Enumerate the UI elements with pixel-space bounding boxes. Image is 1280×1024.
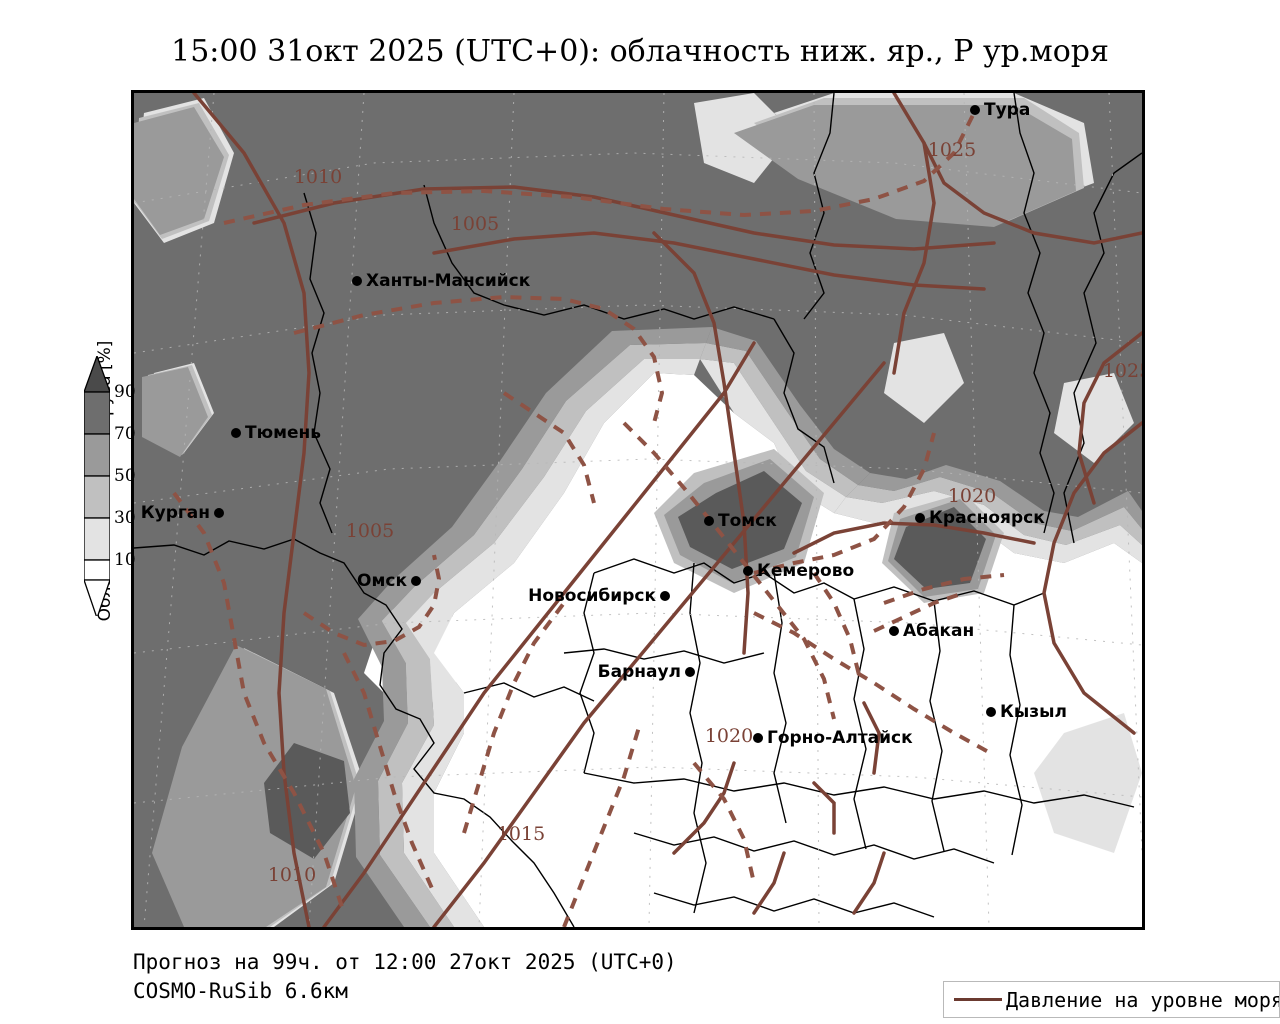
city-marker[interactable]: Кемерово: [743, 561, 854, 581]
city-dot: [915, 513, 925, 523]
city-label: Ханты-Мансийск: [366, 271, 531, 291]
colorbar-tick-30: 30: [114, 508, 136, 528]
colorbar-ticks: 90 70 50 30 10: [114, 356, 154, 616]
city-marker[interactable]: Тюмень: [231, 423, 321, 443]
city-label: Тура: [984, 100, 1030, 120]
city-label: Барнаул: [598, 662, 681, 682]
isobar-label: 1025: [1103, 360, 1142, 382]
city-marker[interactable]: Тура: [970, 100, 1030, 120]
city-label: Новосибирск: [528, 586, 656, 606]
city-dot: [660, 591, 670, 601]
city-dot: [685, 667, 695, 677]
colorbar-tick-70: 70: [114, 424, 136, 444]
city-label: Тюмень: [245, 423, 321, 443]
pressure-legend-label: Давление на уровне моря: [1006, 987, 1280, 1012]
isobar-label: 1010: [294, 166, 342, 188]
city-marker[interactable]: Барнаул: [598, 662, 695, 682]
isobar-label: 1020: [705, 725, 753, 747]
pressure-line-swatch: [954, 998, 1002, 1001]
page-title: 15:00 31окт 2025 (UTC+0): облачность ниж…: [171, 34, 1109, 69]
colorbar-tick-10: 10: [114, 550, 136, 570]
city-dot: [704, 516, 714, 526]
city-dot: [214, 508, 224, 518]
isobar-label: 1005: [346, 520, 394, 542]
city-marker[interactable]: Томск: [704, 511, 777, 531]
pressure-legend: Давление на уровне моря: [943, 981, 1280, 1018]
colorbar-bar: [84, 356, 110, 616]
colorbar-tick-50: 50: [114, 466, 136, 486]
weather-map[interactable]: 1010 1005 1025 1025 1020 1005 1020 1015 1010 Тур…: [131, 90, 1145, 930]
city-dot: [753, 733, 763, 743]
city-dot: [743, 566, 753, 576]
isobar-label: 1025: [928, 139, 976, 161]
city-dot: [889, 626, 899, 636]
forecast-info: Прогноз на 99ч. от 12:00 27окт 2025 (UTC…: [133, 948, 677, 1006]
city-marker[interactable]: Красноярск: [915, 508, 1045, 528]
isobar-label: 1010: [268, 864, 316, 886]
city-marker[interactable]: Горно-Алтайск: [753, 728, 913, 748]
isobar-label: 1020: [948, 485, 996, 507]
city-dot: [352, 276, 362, 286]
colorbar: Облачность нижнего яруса [%] 90 70 50 30…: [46, 341, 136, 676]
city-marker[interactable]: Кызыл: [986, 702, 1067, 722]
isobar-label: 1005: [451, 213, 499, 235]
city-label: Кемерово: [757, 561, 854, 581]
map-canvas: 1010 1005 1025 1025 1020 1005 1020 1015 1010 Тур…: [134, 93, 1142, 927]
city-label: Кызыл: [1000, 702, 1067, 722]
city-label: Омск: [357, 571, 407, 591]
city-label: Горно-Алтайск: [767, 728, 913, 748]
city-label: Курган: [141, 503, 210, 523]
model-name-line: COSMO-RuSib 6.6км: [133, 979, 348, 1003]
city-marker[interactable]: Ханты-Мансийск: [352, 271, 531, 291]
city-marker[interactable]: Курган: [141, 503, 224, 523]
city-label: Абакан: [903, 621, 974, 641]
forecast-validity-line: Прогноз на 99ч. от 12:00 27окт 2025 (UTC…: [133, 950, 677, 974]
city-dot: [411, 576, 421, 586]
city-dot: [970, 105, 980, 115]
city-marker[interactable]: Абакан: [889, 621, 974, 641]
city-dot: [986, 707, 996, 717]
city-label: Красноярск: [929, 508, 1045, 528]
city-marker[interactable]: Новосибирск: [528, 586, 670, 606]
city-label: Томск: [718, 511, 777, 531]
city-marker[interactable]: Омск: [357, 571, 421, 591]
colorbar-tick-90: 90: [114, 382, 136, 402]
city-dot: [231, 428, 241, 438]
isobar-label: 1015: [497, 823, 545, 845]
